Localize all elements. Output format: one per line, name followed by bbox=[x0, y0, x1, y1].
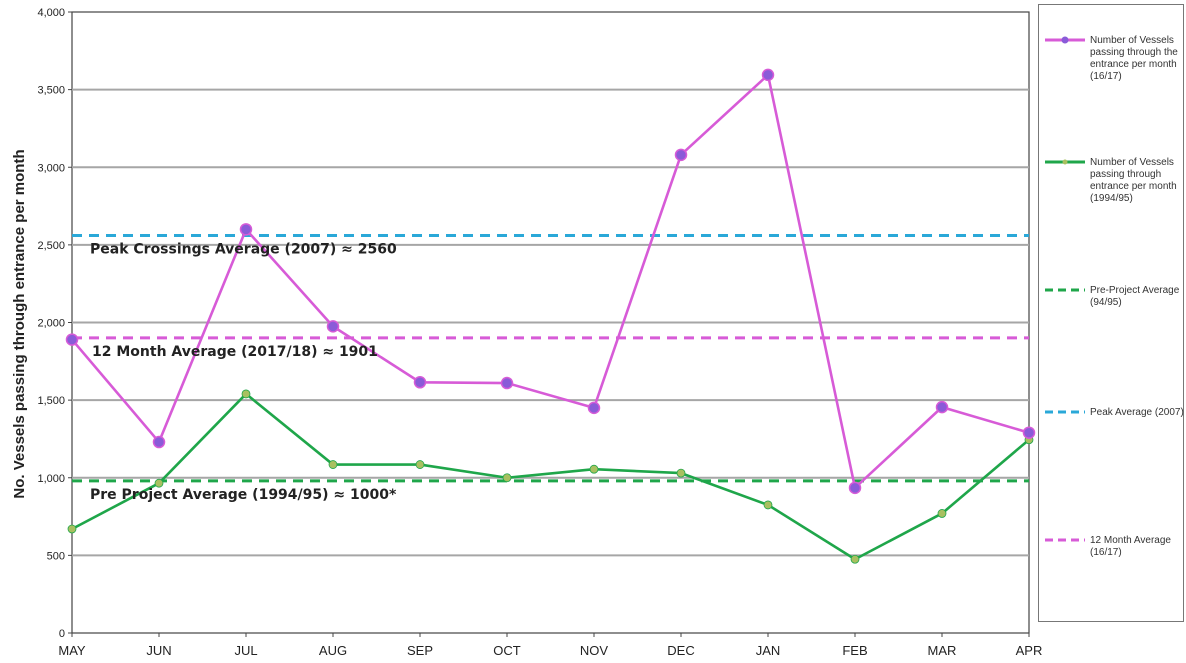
y-tick-label: 1,500 bbox=[37, 395, 65, 407]
data-point bbox=[1022, 426, 1036, 439]
chart-legend: Number of Vessels passing through the en… bbox=[1038, 4, 1184, 622]
x-axis-ticks: MAY JUN JUL AUG SEP OCT NOV DEC JAN FEB MAR APR bbox=[58, 633, 1042, 658]
annotation-label: 12 Month Average (2017/18) ≈ 1901 bbox=[92, 344, 378, 360]
legend-label: Number of Vessels passing through the en… bbox=[1090, 35, 1178, 82]
y-tick-label: 2,500 bbox=[37, 240, 65, 252]
y-tick-label: 3,000 bbox=[37, 162, 65, 174]
data-point bbox=[413, 376, 427, 389]
data-point bbox=[502, 473, 512, 483]
data-point bbox=[587, 401, 601, 415]
data-point bbox=[415, 460, 425, 469]
series-lines bbox=[65, 68, 1036, 564]
legend-swatch bbox=[1045, 538, 1085, 542]
data-point bbox=[848, 481, 862, 495]
legend-swatch bbox=[1045, 159, 1085, 165]
series-line bbox=[71, 73, 1030, 490]
legend-swatch bbox=[1045, 36, 1085, 44]
x-tick-label: JUN bbox=[146, 643, 171, 658]
data-point bbox=[154, 478, 164, 488]
data-point bbox=[676, 468, 686, 478]
annotation-label: Peak Crossings Average (2007) ≈ 2560 bbox=[90, 242, 397, 258]
data-point bbox=[500, 376, 514, 390]
annotations: Peak Crossings Average (2007) ≈ 2560 12 M… bbox=[90, 242, 397, 503]
data-point bbox=[65, 333, 79, 346]
x-tick-label: NOV bbox=[580, 643, 609, 658]
y-tick-label: 2,000 bbox=[37, 318, 65, 330]
y-axis-label: No. Vessels passing through entrance per… bbox=[11, 149, 28, 498]
x-tick-label: SEP bbox=[407, 643, 433, 658]
legend-label: 12 Month Average (16/17) bbox=[1090, 535, 1171, 558]
x-tick-label: JAN bbox=[756, 643, 781, 658]
legend-label: Peak Average (2007) bbox=[1090, 407, 1184, 418]
x-tick-label: DEC bbox=[667, 643, 694, 658]
data-point bbox=[763, 500, 773, 510]
data-point bbox=[152, 435, 166, 449]
y-tick-label: 500 bbox=[47, 550, 65, 562]
x-tick-label: APR bbox=[1016, 643, 1043, 658]
data-point bbox=[326, 320, 340, 333]
x-tick-label: FEB bbox=[842, 643, 867, 658]
data-point bbox=[761, 68, 775, 82]
data-point bbox=[937, 509, 947, 518]
x-tick-label: MAY bbox=[58, 643, 86, 658]
y-tick-label: 3,500 bbox=[37, 85, 65, 97]
x-tick-label: OCT bbox=[493, 643, 521, 658]
y-axis-ticks: 0 500 1,000 1,500 2,000 2,500 3,000 3,500 4,000 bbox=[37, 7, 72, 640]
legend-label: Number of Vessels passing through entran… bbox=[1090, 157, 1177, 204]
data-point bbox=[674, 148, 688, 162]
average-lines bbox=[72, 234, 1029, 483]
x-tick-label: JUL bbox=[234, 643, 257, 658]
data-point bbox=[67, 524, 77, 534]
x-tick-label: MAR bbox=[928, 643, 957, 658]
data-point bbox=[589, 464, 599, 474]
y-tick-label: 0 bbox=[59, 628, 65, 640]
data-point bbox=[241, 389, 251, 399]
y-tick-label: 1,000 bbox=[37, 473, 65, 485]
y-tick-label: 4,000 bbox=[37, 7, 65, 19]
data-point bbox=[935, 400, 949, 414]
legend-swatch bbox=[1045, 288, 1085, 292]
legend-swatch bbox=[1045, 410, 1085, 414]
series-line bbox=[71, 392, 1030, 561]
gridlines bbox=[71, 11, 1030, 634]
legend-label: Pre-Project Average (94/95) bbox=[1090, 285, 1180, 308]
data-point bbox=[850, 554, 860, 564]
annotation-label: Pre Project Average (1994/95) ≈ 1000* bbox=[90, 487, 397, 503]
data-point bbox=[239, 223, 253, 236]
x-tick-label: AUG bbox=[319, 643, 347, 658]
data-point bbox=[328, 460, 338, 469]
